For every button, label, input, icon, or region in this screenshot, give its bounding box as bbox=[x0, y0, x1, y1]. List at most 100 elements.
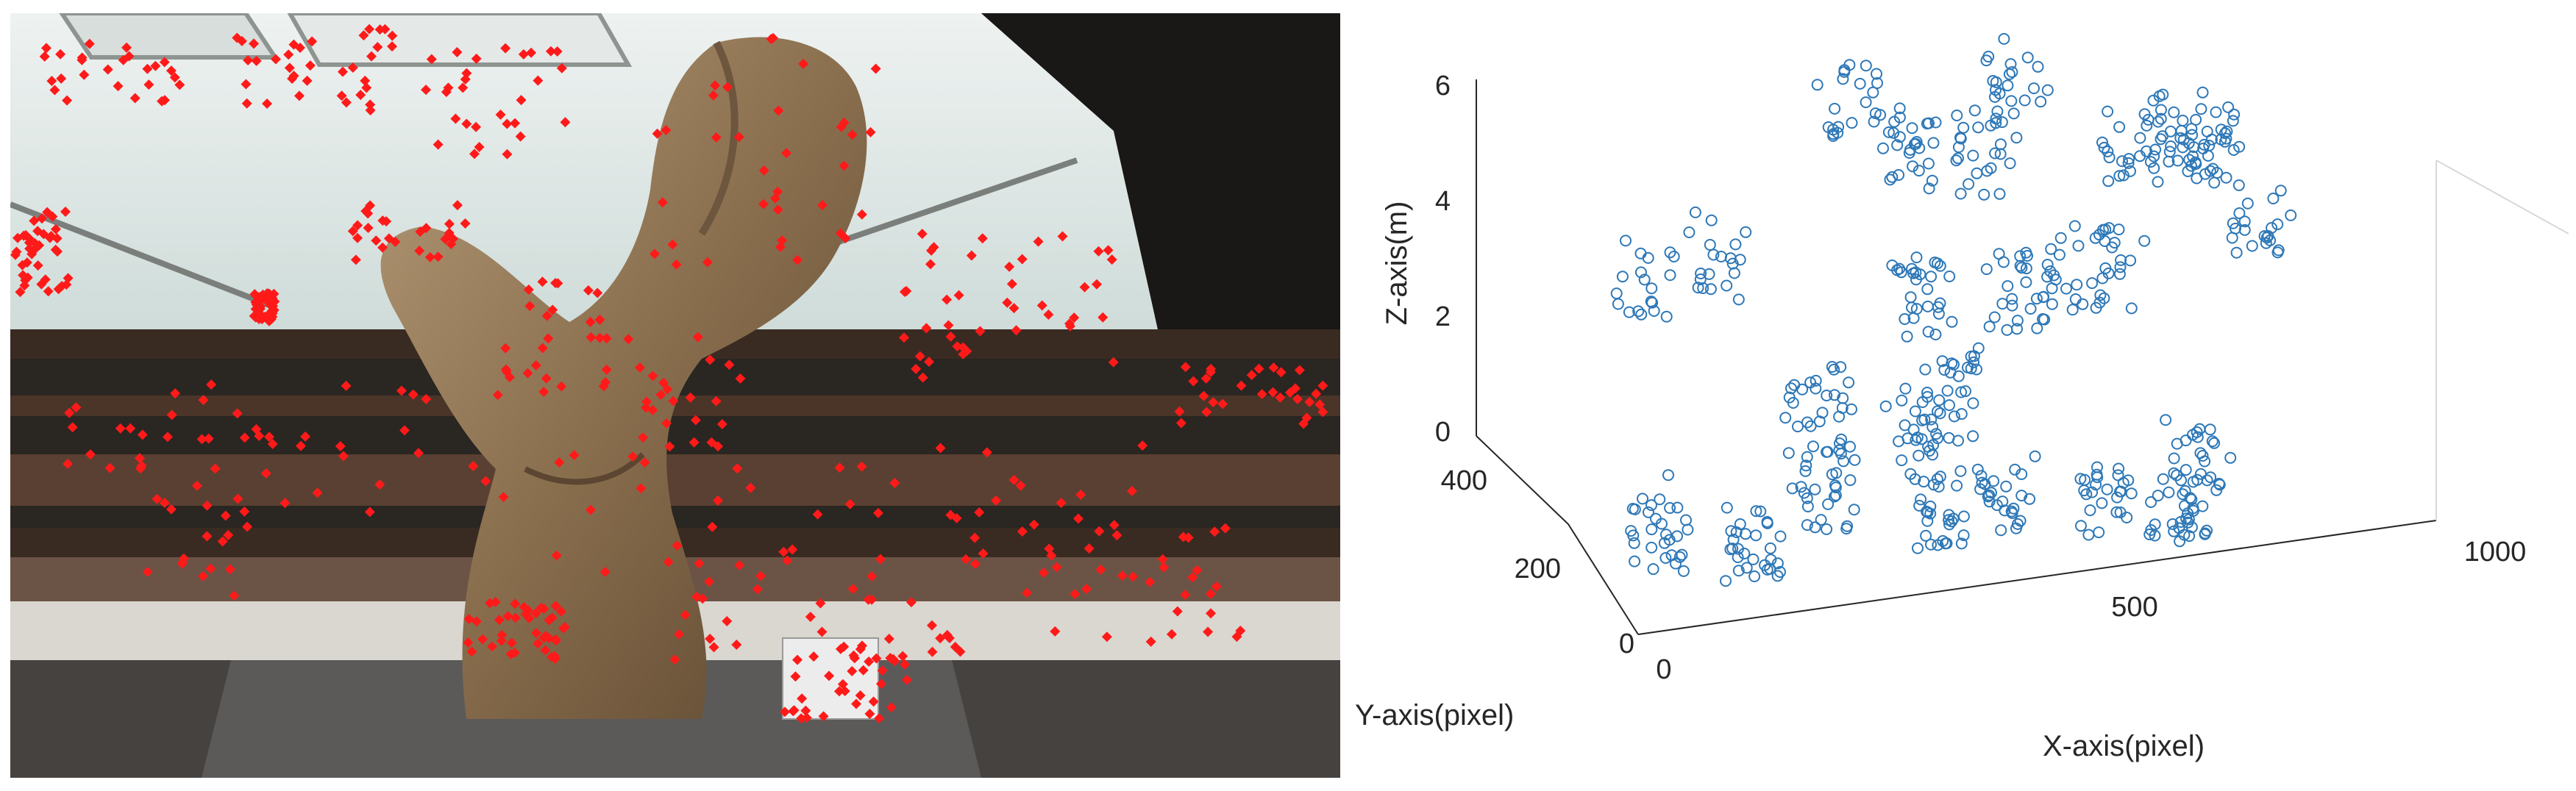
y-axis-label: Y-axis(pixel) bbox=[1355, 699, 1514, 731]
scatter-point bbox=[1989, 147, 2002, 160]
feature-point-marker bbox=[224, 564, 235, 575]
scatter-point bbox=[1972, 121, 1985, 134]
feature-point-marker bbox=[387, 30, 398, 41]
feature-point-marker bbox=[243, 55, 254, 66]
feature-point-marker bbox=[361, 82, 372, 93]
scatter-point bbox=[2191, 172, 2203, 185]
feature-point-marker bbox=[647, 404, 658, 415]
scatter-point bbox=[1983, 489, 1996, 501]
scatter-point bbox=[1664, 269, 1676, 282]
scatter-point bbox=[1904, 291, 1917, 304]
scatter-point bbox=[1960, 385, 1971, 398]
feature-point-marker bbox=[1017, 526, 1028, 537]
feature-point-marker bbox=[716, 419, 727, 430]
scatter-point bbox=[1914, 268, 1926, 281]
feature-point-marker bbox=[443, 82, 454, 93]
feature-point-marker bbox=[1166, 629, 1177, 640]
scatter-point bbox=[2174, 516, 2187, 528]
feature-point-marker bbox=[305, 60, 316, 71]
scatter-point bbox=[2053, 248, 2066, 261]
feature-point-marker bbox=[335, 441, 346, 452]
feature-point-marker bbox=[254, 314, 265, 325]
scatter-point bbox=[1867, 86, 1879, 99]
feature-point-marker bbox=[510, 118, 521, 129]
feature-point-marker bbox=[524, 612, 535, 623]
feature-point-marker bbox=[901, 286, 912, 297]
feature-point-marker bbox=[655, 390, 666, 401]
feature-point-marker bbox=[77, 52, 88, 63]
feature-point-marker bbox=[426, 54, 437, 65]
scatter-point bbox=[1838, 65, 1851, 78]
feature-point-marker bbox=[157, 96, 168, 107]
scatter-point bbox=[1996, 116, 2008, 129]
feature-point-marker bbox=[51, 246, 63, 257]
scatter-point bbox=[2138, 235, 2151, 247]
scatter-point bbox=[1804, 420, 1817, 432]
feature-point-marker bbox=[875, 554, 886, 565]
feature-point-marker bbox=[541, 310, 552, 321]
scatter-point bbox=[1910, 434, 1922, 446]
feature-point-marker bbox=[594, 332, 605, 343]
scatter-point bbox=[2103, 222, 2116, 235]
scatter-point bbox=[1860, 96, 1872, 109]
scatter-point bbox=[2113, 462, 2125, 475]
scatter-point bbox=[1829, 489, 1842, 501]
feature-point-marker bbox=[974, 507, 985, 518]
scatter-point bbox=[1932, 432, 1944, 445]
scatter-point bbox=[2113, 268, 2126, 280]
feature-point-marker bbox=[1036, 300, 1047, 311]
scatter-point bbox=[2141, 119, 2153, 132]
feature-point-marker bbox=[198, 570, 209, 581]
feature-point-marker bbox=[506, 637, 517, 648]
scatter-point bbox=[1740, 562, 1753, 574]
scatter-point bbox=[1843, 376, 1855, 389]
scatter-point bbox=[1748, 570, 1761, 582]
feature-point-marker bbox=[1011, 325, 1022, 336]
scatter-point bbox=[1683, 226, 1696, 238]
scatter-point bbox=[1957, 529, 1970, 542]
feature-point-photo bbox=[10, 13, 1340, 778]
scatter-point bbox=[2164, 125, 2177, 137]
feature-point-marker bbox=[166, 409, 177, 420]
feature-point-marker bbox=[713, 441, 724, 452]
feature-point-marker bbox=[1289, 383, 1301, 394]
scatter-point bbox=[1801, 492, 1813, 504]
scatter-point bbox=[1952, 434, 1964, 447]
feature-point-marker bbox=[115, 423, 126, 434]
scatter-point bbox=[2086, 277, 2099, 290]
scatter-point bbox=[1671, 501, 1684, 514]
feature-point-marker bbox=[950, 641, 961, 652]
feature-point-marker bbox=[17, 260, 28, 271]
feature-point-marker bbox=[585, 317, 596, 328]
feature-point-marker bbox=[44, 232, 55, 243]
feature-point-marker bbox=[1095, 564, 1106, 575]
scatter-point bbox=[2174, 132, 2187, 144]
feature-point-marker bbox=[942, 294, 953, 305]
scatter-point bbox=[2260, 237, 2272, 249]
scatter-point bbox=[2227, 115, 2239, 127]
scatter-point bbox=[1899, 419, 1911, 432]
feature-point-marker bbox=[413, 448, 424, 459]
scatter-point bbox=[2124, 165, 2136, 177]
scatter-point bbox=[2007, 107, 2020, 120]
feature-point-marker bbox=[526, 47, 537, 58]
feature-point-marker bbox=[270, 54, 281, 65]
feature-point-marker bbox=[239, 506, 250, 517]
scatter-point bbox=[2166, 518, 2179, 530]
feature-point-marker bbox=[704, 576, 715, 587]
scatter-point bbox=[2002, 79, 2014, 92]
feature-point-marker bbox=[650, 248, 661, 260]
feature-point-marker bbox=[1205, 588, 1216, 599]
feature-point-marker bbox=[1008, 303, 1020, 314]
feature-point-marker bbox=[399, 425, 410, 436]
feature-point-marker bbox=[1017, 254, 1028, 265]
feature-point-marker bbox=[981, 447, 992, 458]
scatter-point bbox=[1957, 121, 1970, 134]
feature-point-marker bbox=[522, 368, 533, 379]
scatter-point bbox=[1932, 405, 1943, 418]
scatter-point bbox=[2093, 296, 2106, 309]
scatter-point bbox=[1971, 363, 1982, 376]
feature-point-marker bbox=[1081, 584, 1092, 595]
scatter-point bbox=[1629, 555, 1641, 568]
feature-point-marker bbox=[15, 287, 26, 298]
